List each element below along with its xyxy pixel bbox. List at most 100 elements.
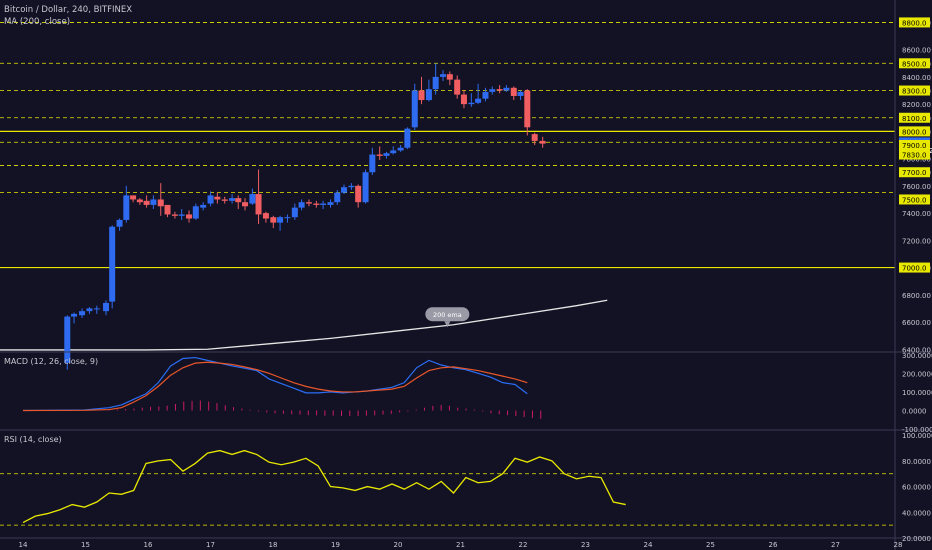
candle-body	[362, 172, 369, 203]
date-tick-label: 23	[581, 541, 590, 549]
candle-body	[150, 199, 157, 205]
price-tag-label: 8000.0	[902, 128, 927, 136]
candle-body	[123, 195, 130, 220]
level-price-tag	[899, 194, 930, 205]
date-tick-label: 14	[19, 541, 28, 549]
candle-body	[475, 98, 482, 103]
macd-tick-label: 0.0000	[902, 408, 927, 416]
candle-body	[164, 204, 171, 215]
candle-body	[64, 316, 71, 363]
level-price-tag	[899, 262, 930, 273]
price-tag-label: 7900.0	[902, 142, 927, 150]
price-tag-label: 7830.0	[902, 152, 927, 160]
price-tick-label: 7600.00	[902, 183, 931, 191]
candle-body	[425, 89, 432, 101]
candle-body	[207, 195, 214, 204]
price-tick-label: 8400.00	[902, 74, 931, 82]
macd-tick-label: 100.0000	[902, 389, 932, 397]
candle-body	[305, 202, 312, 204]
candle-body	[334, 192, 341, 203]
signal-line	[22, 361, 528, 412]
candle-body	[440, 74, 447, 77]
candle-body	[235, 198, 242, 203]
macd-pane[interactable]	[22, 356, 542, 419]
candle-body	[510, 87, 517, 96]
level-price-tag	[899, 149, 930, 160]
candle-body	[262, 213, 269, 219]
candle-body	[93, 308, 100, 310]
candle-body	[503, 87, 510, 91]
price-tick-label: 8200.00	[902, 101, 931, 109]
date-tick-label: 26	[769, 541, 778, 549]
ema-annotation-bubble	[425, 307, 470, 322]
date-tick-label: 27	[831, 541, 840, 549]
rsi-pane[interactable]	[0, 449, 895, 526]
candle-body	[242, 202, 249, 207]
candle-body	[79, 311, 86, 316]
rsi-line	[22, 449, 626, 524]
date-tick-label: 17	[206, 541, 215, 549]
candle-body	[277, 217, 284, 223]
candle-body	[284, 217, 291, 219]
candle-body	[432, 76, 439, 90]
candle-body	[186, 214, 193, 219]
level-price-tag	[899, 58, 930, 69]
candle-body	[109, 226, 116, 302]
candle-body	[249, 194, 256, 204]
date-tick-label: 19	[331, 541, 340, 549]
price-tick-label: 7400.00	[902, 210, 931, 218]
date-tick-label: 16	[144, 541, 153, 549]
candle-body	[103, 302, 110, 312]
candle-body	[454, 79, 461, 95]
candle-body	[411, 90, 418, 128]
macd-line	[22, 356, 528, 412]
candle-body	[327, 202, 334, 205]
candle-body	[539, 140, 546, 144]
price-tick-label: 6800.00	[902, 292, 931, 300]
candle-body	[136, 199, 143, 203]
candle-body	[341, 187, 348, 193]
candle-body	[383, 153, 390, 156]
candle-body	[157, 199, 164, 207]
price-tag-label: 8500.0	[902, 60, 927, 68]
candle-body	[376, 154, 383, 156]
rsi-title: RSI (14, close)	[4, 435, 62, 444]
ma-indicator-label: MA (200, close)	[4, 17, 70, 27]
date-tick-label: 22	[519, 541, 528, 549]
candle-body	[320, 203, 327, 205]
candle-body	[291, 207, 298, 218]
candle-body	[71, 313, 78, 317]
candle-body	[200, 204, 207, 208]
level-price-tag	[899, 167, 930, 178]
candle-body	[355, 185, 362, 203]
candle-body	[489, 89, 496, 92]
level-price-tag	[899, 126, 930, 137]
candle-body	[116, 219, 123, 227]
price-tag-label: 8800.0	[902, 19, 927, 27]
price-pane[interactable]: 200 ema	[0, 22, 895, 370]
candle-body	[496, 89, 503, 91]
date-tick-label: 20	[394, 541, 403, 549]
candle-body	[214, 196, 221, 200]
macd-title: MACD (12, 26, close, 9)	[4, 357, 98, 366]
rsi-tick-label: 20.0000	[902, 535, 931, 543]
date-tick-label: 24	[644, 541, 653, 549]
price-tick-label: 8600.00	[902, 47, 931, 55]
price-tag-label: 7700.0	[902, 169, 927, 177]
date-tick-label: 18	[269, 541, 278, 549]
macd-tick-label: 300.0000	[902, 352, 932, 360]
candle-body	[171, 214, 178, 216]
date-tick-label: 28	[894, 541, 903, 549]
price-tag-label: 8100.0	[902, 115, 927, 123]
candle-body	[468, 102, 475, 105]
candle-body	[86, 308, 93, 312]
level-price-tag	[899, 139, 930, 150]
candle-body	[313, 203, 320, 205]
candle-body	[178, 214, 185, 216]
price-tag-label: 7500.0	[902, 196, 927, 204]
price-tick-label: 6400.00	[902, 346, 931, 354]
candle-body	[404, 128, 411, 148]
